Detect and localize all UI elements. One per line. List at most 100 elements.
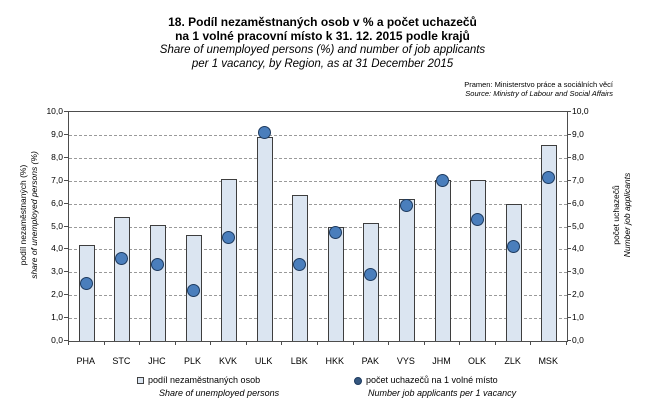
- bar-HKK: [327, 227, 344, 341]
- y-tick-left-4: [64, 248, 68, 250]
- y-tick-label-left-6: 6,0: [51, 197, 63, 208]
- x-label-LBK: LBK: [290, 356, 308, 366]
- bar-MSK: [541, 145, 558, 341]
- x-tick-7: [317, 341, 318, 345]
- bar-VYS: [398, 199, 415, 341]
- x-label-STC: STC: [112, 356, 131, 366]
- chart-title-block: 18. Podíl nezaměstnaných osob v % a poče…: [0, 15, 645, 71]
- point-MSK: [542, 171, 556, 185]
- y-tick-label-left-4: 4,0: [51, 243, 63, 254]
- x-label-OLK: OLK: [468, 356, 487, 366]
- legend-point-marker-icon: [354, 376, 362, 385]
- x-tick-8: [353, 341, 354, 345]
- right-axis-title: počet uchazečů Number job applicants: [611, 135, 633, 295]
- y-tick-label-right-6: 6,0: [572, 197, 584, 208]
- gridline-4: [69, 249, 567, 251]
- gridline-9: [69, 134, 567, 136]
- bar-STC: [114, 217, 131, 341]
- x-label-PAK: PAK: [361, 356, 380, 366]
- gridline-5: [69, 226, 567, 228]
- y-tick-label-right-7: 7,0: [572, 174, 584, 185]
- point-OLK: [471, 212, 485, 226]
- bar-ULK: [256, 137, 273, 341]
- y-tick-left-0: [64, 340, 68, 341]
- right-axis-title-cs: počet uchazečů: [611, 185, 621, 245]
- x-label-PHA: PHA: [76, 356, 96, 366]
- y-tick-label-left-10: 10,0: [46, 106, 63, 116]
- point-ULK: [257, 125, 271, 139]
- left-axis-title: podíl nezaměstnaných (%) share of unempl…: [18, 85, 40, 345]
- bar-JHM: [434, 180, 451, 341]
- x-label-ULK: ULK: [254, 356, 273, 366]
- point-HKK: [328, 226, 342, 240]
- x-tick-9: [388, 341, 389, 345]
- point-STC: [115, 251, 129, 265]
- gridline-2: [69, 295, 567, 297]
- x-label-JHC: JHC: [148, 356, 166, 366]
- x-label-PLK: PLK: [183, 356, 201, 366]
- y-tick-label-left-3: 3,0: [51, 266, 63, 277]
- point-KVK: [222, 230, 236, 244]
- x-label-JHM: JHM: [432, 356, 451, 366]
- left-axis-title-en: share of unemployed persons (%): [29, 151, 39, 279]
- point-ZLK: [506, 240, 520, 254]
- x-tick-10: [424, 341, 425, 345]
- y-tick-label-left-0: 0,0: [51, 335, 63, 345]
- chart-subtitle-line2: per 1 vacancy, by Region, as at 31 Decem…: [191, 58, 454, 70]
- y-tick-label-left-9: 9,0: [51, 128, 63, 139]
- y-tick-left-3: [64, 271, 68, 273]
- source-note-cs: Pramen: Ministerstvo práce a sociálních …: [464, 80, 613, 89]
- y-tick-left-6: [64, 202, 68, 204]
- gridline-6: [69, 203, 567, 205]
- y-tick-label-left-1: 1,0: [51, 312, 63, 323]
- bar-KVK: [221, 179, 238, 341]
- point-LBK: [293, 258, 307, 272]
- x-label-KVK: KVK: [219, 356, 238, 366]
- point-PHA: [79, 276, 93, 290]
- y-tick-label-right-3: 3,0: [572, 266, 584, 277]
- source-note-en: Source: Ministry of Labour and Social Af…: [465, 88, 613, 98]
- gridline-8: [69, 157, 567, 159]
- y-tick-right-7: [567, 179, 571, 181]
- legend-bars-label-en: Share of unemployed persons: [159, 388, 280, 398]
- y-tick-label-right-8: 8,0: [572, 151, 584, 162]
- x-tick-1: [104, 341, 105, 345]
- y-tick-right-0: [567, 340, 571, 341]
- gridline-1: [69, 318, 567, 320]
- chart-title-line1: 18. Podíl nezaměstnaných osob v % a poče…: [168, 15, 477, 29]
- plot-area: [68, 111, 568, 342]
- bar-OLK: [470, 180, 487, 341]
- bar-ZLK: [505, 204, 522, 341]
- y-tick-label-left-8: 8,0: [51, 151, 63, 162]
- y-tick-label-right-10: 10,0: [572, 106, 589, 116]
- bar-JHC: [149, 225, 166, 341]
- legend-bar-marker-icon: [137, 377, 144, 384]
- y-tick-label-right-5: 5,0: [572, 220, 584, 231]
- y-tick-left-8: [64, 156, 68, 158]
- point-PLK: [186, 283, 200, 297]
- chart-title-line2: na 1 volné pracovní místo k 31. 12. 2015…: [175, 29, 470, 43]
- x-tick-2: [139, 341, 140, 345]
- y-tick-label-right-4: 4,0: [572, 243, 584, 254]
- point-JHC: [150, 258, 164, 272]
- gridline-3: [69, 272, 567, 274]
- y-tick-right-2: [567, 294, 571, 296]
- source-note: Pramen: Ministerstvo práce a sociálních …: [464, 80, 613, 98]
- y-tick-right-4: [567, 248, 571, 250]
- x-tick-6: [281, 341, 282, 345]
- y-tick-label-right-2: 2,0: [572, 289, 584, 300]
- point-VYS: [399, 198, 413, 212]
- legend-points-label-cs: počet uchazečů na 1 volné místo: [366, 375, 498, 385]
- y-tick-left-10: [64, 111, 68, 112]
- x-label-HKK: HKK: [325, 356, 345, 366]
- chart-subtitle-line1: Share of unemployed persons (%) and numb…: [159, 44, 486, 56]
- gridline-7: [69, 180, 567, 182]
- x-tick-13: [530, 341, 531, 345]
- y-tick-right-5: [567, 225, 571, 227]
- x-tick-3: [175, 341, 176, 345]
- x-tick-12: [495, 341, 496, 345]
- x-tick-5: [246, 341, 247, 345]
- legend-points-label-en: Number job applicants per 1 vacancy: [368, 388, 517, 398]
- x-label-VYS: VYS: [396, 356, 415, 366]
